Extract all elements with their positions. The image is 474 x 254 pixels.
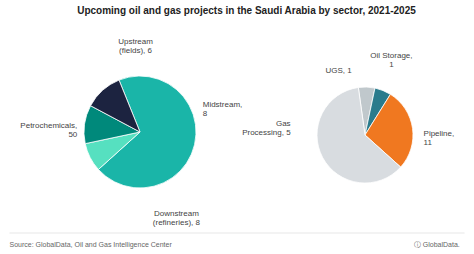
data-label-line: Oil Storage, [370, 51, 412, 60]
data-label: Pipeline,11 [424, 129, 455, 147]
pie: Petrochemicals,50 Upstream(fields), 6 Mids… [20, 37, 242, 227]
data-label-line: Upstream [118, 37, 153, 46]
chart-root: Petrochemicals,50 Upstream(fields), 6 Mids… [0, 0, 474, 254]
data-label: GasProcessing, 5 [242, 119, 291, 137]
data-label-line: 50 [68, 130, 77, 139]
data-label-line: Petrochemicals, [20, 121, 77, 130]
data-label-line: Downstream [154, 209, 199, 218]
data-label-line: 11 [424, 138, 433, 147]
data-label: Upstream(fields), 6 [118, 37, 153, 55]
data-label: Oil Storage,1 [370, 51, 412, 69]
data-label: Midstream,8 [203, 100, 243, 118]
pie-slice [91, 80, 140, 132]
data-label-line: Gas [276, 119, 291, 128]
data-label-line: Processing, 5 [242, 128, 291, 137]
data-label-line: Midstream, [203, 100, 243, 109]
data-label: Downstream(refineries), 8 [153, 209, 201, 227]
data-label-line: UGS, 1 [325, 66, 352, 75]
data-label-line: 8 [203, 109, 208, 118]
pie-slice [317, 87, 401, 183]
data-label-line: 1 [389, 60, 394, 69]
pie: Oil Storage,1 UGS, 1 GasProcessing, 5 Pipel… [242, 51, 454, 183]
chart-title: Upcoming oil and gas projects in the Sau… [77, 5, 416, 16]
logo-note: ⓘ GlobalData. [414, 241, 460, 248]
data-label: Petrochemicals,50 [20, 121, 77, 139]
source-note: Source: GlobalData, Oil and Gas Intellig… [9, 241, 172, 249]
data-label-line: (refineries), 8 [153, 218, 201, 227]
data-label: UGS, 1 [325, 66, 352, 75]
data-label-line: Pipeline, [424, 129, 455, 138]
separator [9, 233, 464, 234]
data-label-line: (fields), 6 [119, 46, 152, 55]
